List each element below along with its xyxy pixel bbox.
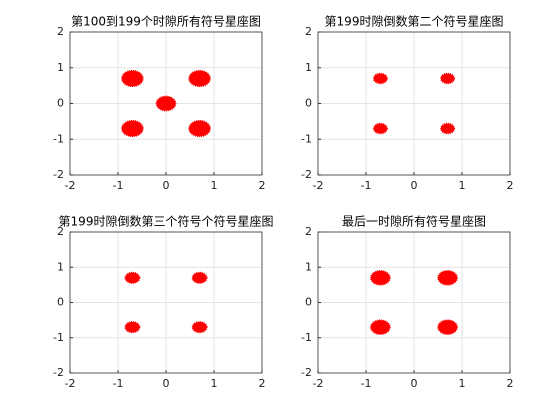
x-tick-label: 2 <box>507 377 514 390</box>
y-tick-label: -1 <box>53 132 64 145</box>
constellation-cluster <box>370 319 391 335</box>
constellation-cluster <box>372 72 388 85</box>
y-tick-label: -1 <box>53 331 64 344</box>
constellation-cluster <box>124 271 141 284</box>
axes-box <box>317 31 511 176</box>
x-tick-label: 0 <box>411 377 418 390</box>
chart-title: 第199时隙倒数第三个符号个符号星座图 <box>59 214 274 229</box>
constellation-cluster <box>124 321 141 334</box>
constellation-cluster <box>437 319 458 335</box>
y-tick-label: -2 <box>53 366 64 379</box>
x-tick-label: -2 <box>313 377 324 390</box>
constellation-cluster <box>191 271 208 284</box>
x-tick-label: -1 <box>361 179 372 192</box>
constellation-cluster <box>121 69 144 88</box>
constellation-cluster <box>191 321 208 334</box>
x-tick-label: 1 <box>459 179 466 192</box>
x-tick-label: -2 <box>65 377 76 390</box>
x-tick-label: 2 <box>259 377 266 390</box>
axes-box <box>69 231 263 374</box>
x-tick-label: 0 <box>163 377 170 390</box>
axes-box <box>69 31 263 176</box>
constellation-cluster <box>155 95 177 112</box>
chart-title: 第199时隙倒数第二个符号星座图 <box>325 14 504 29</box>
y-tick-label: -2 <box>301 168 312 181</box>
constellation-cluster <box>121 119 144 138</box>
constellation-cluster <box>440 122 456 135</box>
y-tick-label: 0 <box>305 97 312 110</box>
y-tick-label: 2 <box>305 225 312 238</box>
y-tick-label: 2 <box>57 25 64 38</box>
constellation-cluster <box>372 122 388 135</box>
constellation-cluster <box>188 69 211 88</box>
y-tick-label: 1 <box>305 61 312 74</box>
x-tick-label: 0 <box>411 179 418 192</box>
axes-box <box>317 231 511 374</box>
x-tick-label: -2 <box>65 179 76 192</box>
y-tick-label: 2 <box>305 25 312 38</box>
y-tick-label: 0 <box>57 97 64 110</box>
x-tick-label: 1 <box>459 377 466 390</box>
constellation-cluster <box>440 72 456 85</box>
chart-title: 最后一时隙所有符号星座图 <box>342 214 486 229</box>
constellation-cluster <box>370 270 391 286</box>
x-tick-label: -2 <box>313 179 324 192</box>
y-tick-label: 0 <box>57 296 64 309</box>
y-tick-label: 0 <box>305 296 312 309</box>
x-tick-label: 2 <box>259 179 266 192</box>
x-tick-label: 1 <box>211 179 218 192</box>
constellation-cluster <box>437 270 458 286</box>
y-tick-label: 2 <box>57 225 64 238</box>
x-tick-label: -1 <box>113 179 124 192</box>
y-tick-label: -1 <box>301 132 312 145</box>
x-tick-label: 2 <box>507 179 514 192</box>
y-tick-label: 1 <box>57 260 64 273</box>
x-tick-label: -1 <box>113 377 124 390</box>
y-tick-label: -2 <box>301 366 312 379</box>
x-tick-label: 1 <box>211 377 218 390</box>
x-tick-label: 0 <box>163 179 170 192</box>
y-tick-label: 1 <box>57 61 64 74</box>
y-tick-label: 1 <box>305 260 312 273</box>
y-tick-label: -1 <box>301 331 312 344</box>
x-tick-label: -1 <box>361 377 372 390</box>
chart-title: 第100到199个时隙所有符号星座图 <box>71 14 261 29</box>
y-tick-label: -2 <box>53 168 64 181</box>
constellation-cluster <box>188 119 211 138</box>
